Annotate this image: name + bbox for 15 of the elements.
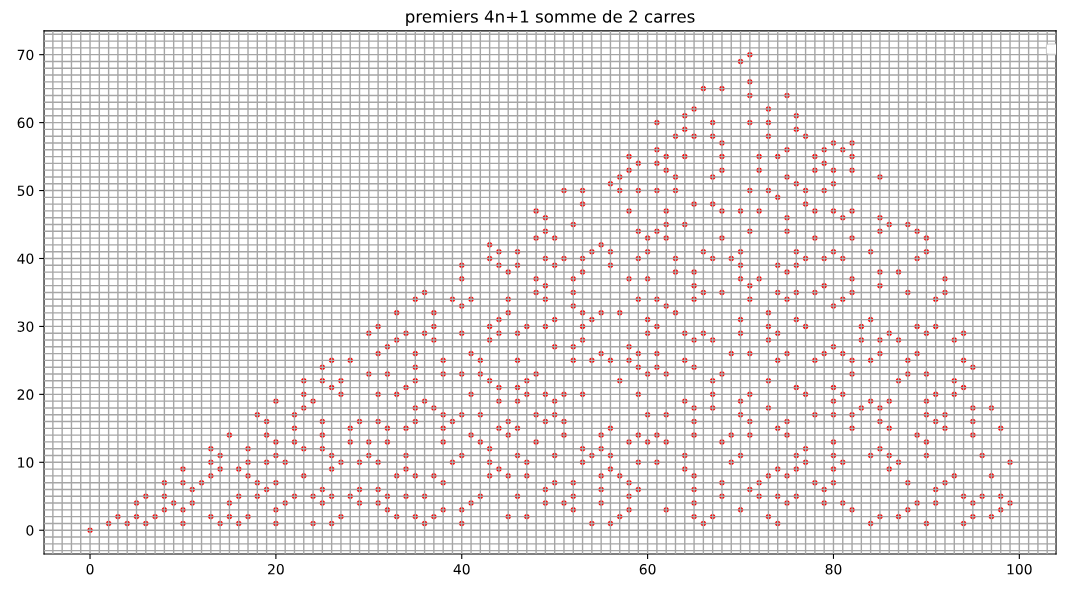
x-tick-label: 80	[825, 563, 842, 575]
x-tick-label: 0	[86, 563, 94, 575]
y-tick-label: 40	[17, 253, 34, 264]
y-tick-label: 10	[18, 457, 34, 468]
y-tick-label: 50	[17, 185, 34, 197]
y-tick-label: 20	[17, 389, 34, 400]
chart-title: premiers 4n+1 somme de 2 carres	[406, 9, 695, 27]
y-tick-label: 0	[26, 525, 34, 536]
y-tick-label: 70	[17, 49, 34, 61]
y-tick-label: 30	[17, 321, 34, 332]
x-tick-label: 20	[268, 563, 284, 575]
x-tick-label: 60	[639, 563, 656, 575]
y-tick-label: 60	[17, 117, 34, 129]
x-tick-label: 40	[453, 563, 470, 575]
x-tick-label: 100	[1007, 563, 1032, 575]
